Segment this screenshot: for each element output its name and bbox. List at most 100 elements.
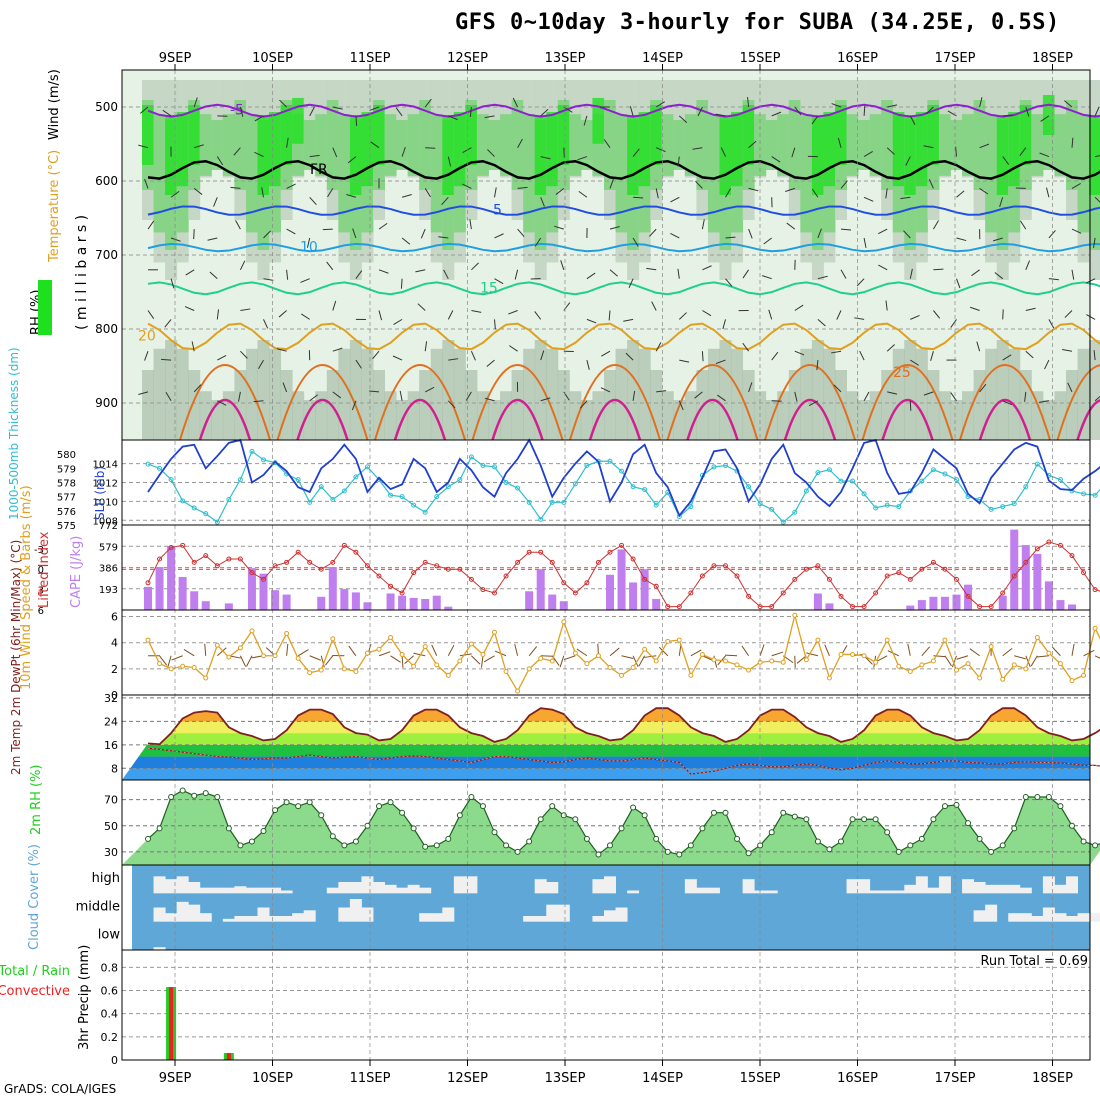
- wind-barb-10m: [159, 655, 168, 666]
- rh-cell: [222, 114, 235, 176]
- wind-barb: [670, 196, 680, 203]
- rh-cell: [407, 114, 420, 176]
- cloud-cell: [303, 910, 316, 922]
- rh-point: [895, 848, 902, 855]
- cloud-cell: [765, 890, 778, 894]
- cloud-cell: [176, 876, 189, 894]
- rh-point: [376, 803, 382, 810]
- temp-contour-30: [588, 398, 642, 441]
- lifted-index-point: [965, 593, 971, 599]
- tick-label-precip: 0.4: [101, 1008, 119, 1021]
- lifted-index-point: [549, 559, 555, 565]
- thickness-point: [1011, 501, 1017, 507]
- cloud-cell: [338, 882, 351, 894]
- wind-speed-point: [595, 653, 601, 659]
- rh-cell: [927, 370, 940, 440]
- wind-barb: [300, 278, 310, 283]
- cloud-cell: [1066, 876, 1078, 894]
- wind-barb-10m: [325, 655, 334, 666]
- rh-point: [803, 816, 810, 823]
- wind-speed-point: [1069, 678, 1075, 684]
- wind-barb: [623, 318, 634, 322]
- wind-barb: [448, 115, 458, 121]
- wind-barb: [447, 310, 454, 320]
- wind-barb: [540, 156, 551, 160]
- rh-cell: [465, 105, 478, 165]
- rh-cell: [373, 105, 385, 165]
- lifted-index-point: [307, 559, 313, 565]
- wind-barb: [863, 105, 866, 116]
- wind-speed-point: [965, 661, 971, 667]
- wind-speed-point: [445, 672, 451, 678]
- wind-barb: [677, 268, 680, 279]
- rh-cell: [546, 348, 559, 440]
- tick-label-temp: 16: [104, 739, 118, 752]
- rh-cell: [892, 112, 905, 187]
- lifted-index-point: [468, 576, 474, 582]
- wind-barb: [956, 278, 961, 289]
- wind-speed-point: [145, 637, 151, 643]
- wind-barb: [286, 137, 289, 148]
- rh-cell: [881, 100, 894, 190]
- rh-cell: [476, 114, 489, 176]
- wind-barb: [309, 394, 318, 402]
- wind-barb: [910, 359, 920, 366]
- cloud-cell: [257, 907, 270, 922]
- rh-point: [503, 842, 510, 849]
- rh-point: [884, 829, 891, 836]
- rh-cell: [407, 391, 420, 440]
- rh-cell: [638, 112, 651, 187]
- panel-bg-precip: [122, 950, 1090, 1060]
- rh-cell: [604, 100, 616, 190]
- wind-barb-10m: [876, 655, 888, 662]
- rh-cell: [546, 112, 559, 187]
- rh-point: [1080, 838, 1087, 845]
- wind-speed-point: [711, 657, 717, 663]
- rh-point: [607, 842, 613, 849]
- wind-barb: [678, 115, 688, 123]
- wind-barb: [979, 383, 987, 393]
- wind-barb: [625, 352, 634, 361]
- wind-barb-10m: [969, 648, 980, 657]
- rh-cell: [488, 120, 501, 170]
- wind-barb: [138, 144, 149, 149]
- rh-cell: [1089, 340, 1100, 440]
- temp-band: [122, 756, 1090, 769]
- cloud-cell: [604, 876, 616, 894]
- ylabel-thickness: 1000-500mb Thickness (dm): [7, 347, 21, 520]
- thickness-point: [815, 470, 821, 476]
- rh-cell: [580, 400, 593, 440]
- wind-barb: [253, 400, 264, 403]
- thickness-point: [884, 502, 890, 508]
- cloud-cell: [546, 882, 559, 894]
- cloud-cell: [592, 879, 605, 894]
- wind-barb: [697, 106, 703, 117]
- wind-speed-point: [988, 644, 994, 650]
- temp-contour-30: [881, 398, 934, 441]
- cloud-cell: [176, 901, 189, 922]
- wind-barb: [309, 196, 317, 206]
- wind-speed-point: [1034, 634, 1040, 640]
- wind-barb: [577, 156, 588, 161]
- cloud-cell: [1008, 913, 1021, 922]
- wind-barb: [1019, 220, 1027, 230]
- wind-barb-10m: [480, 655, 484, 668]
- wind-barb: [742, 342, 750, 352]
- wind-barb: [424, 188, 431, 198]
- rh-cell: [1008, 348, 1021, 440]
- tick-label-rh: 50: [104, 820, 118, 833]
- rh-cell: [361, 112, 374, 187]
- cloud-cell: [349, 882, 362, 894]
- wind-barb-10m: [1071, 643, 1075, 656]
- lifted-index-point: [746, 593, 752, 599]
- wind-barb: [395, 107, 403, 117]
- cape-bar: [652, 598, 661, 610]
- cloud-cell: [442, 907, 455, 922]
- cape-bar: [259, 573, 268, 610]
- contour-label: 25: [893, 365, 911, 381]
- rh-point: [618, 825, 625, 832]
- cloud-cell: [280, 890, 293, 894]
- cape-bar: [1033, 553, 1042, 610]
- rh-point: [364, 822, 371, 829]
- rh-cell: [303, 400, 316, 440]
